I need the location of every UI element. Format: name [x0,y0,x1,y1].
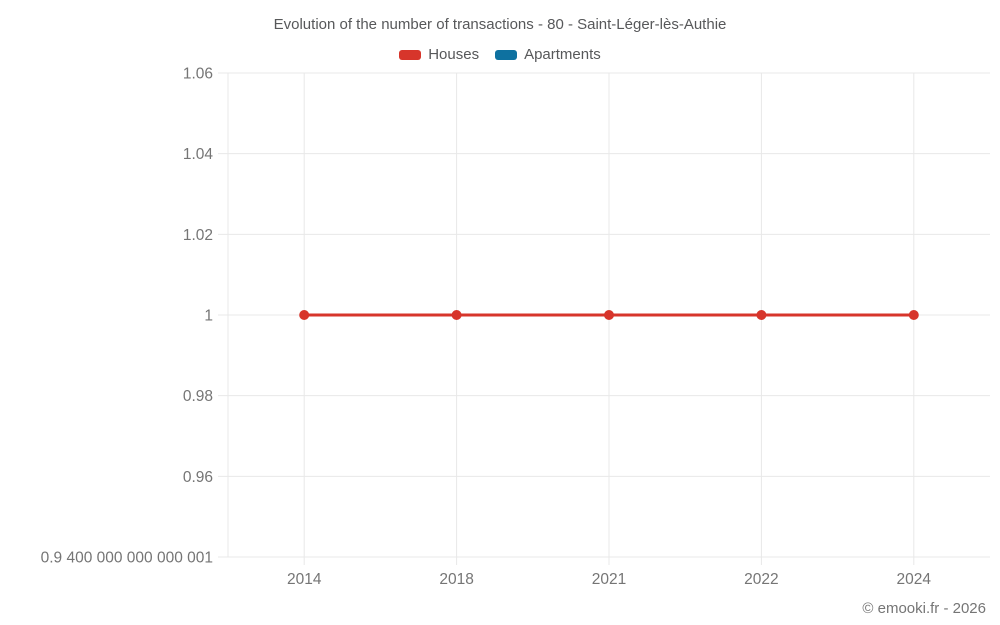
y-tick-label: 1.06 [183,66,213,83]
data-point-houses[interactable] [756,310,767,320]
chart-legend: Houses Apartments [0,46,1000,63]
x-tick-label: 2014 [287,571,322,588]
legend-label-houses: Houses [428,46,480,63]
y-tick-label: 0.98 [183,388,213,405]
y-tick-label: 1.04 [183,146,214,163]
y-tick-label: 0.96 [183,469,213,486]
copyright-credit: © emooki.fr - 2026 [862,600,986,617]
legend-label-apartments: Apartments [524,46,601,63]
y-tick-label: 0.9 400 000 000 000 001 [41,550,213,567]
houses-series-swatch-icon [399,49,422,60]
chart-title: Evolution of the number of transactions … [273,16,727,33]
legend-item-apartments[interactable]: Apartments [495,46,601,63]
y-tick-label: 1.02 [183,227,213,244]
x-tick-label: 2021 [592,571,626,588]
data-point-houses[interactable] [604,310,614,320]
data-point-houses[interactable] [908,310,919,320]
x-tick-label: 2024 [897,571,932,588]
x-tick-label: 2022 [744,571,778,588]
y-tick-label: 1 [204,308,213,325]
x-tick-label: 2018 [439,571,473,588]
legend-item-houses[interactable]: Houses [399,46,479,63]
data-point-houses[interactable] [451,310,462,320]
data-point-houses[interactable] [299,310,310,320]
apartments-series-swatch-icon [495,49,518,60]
